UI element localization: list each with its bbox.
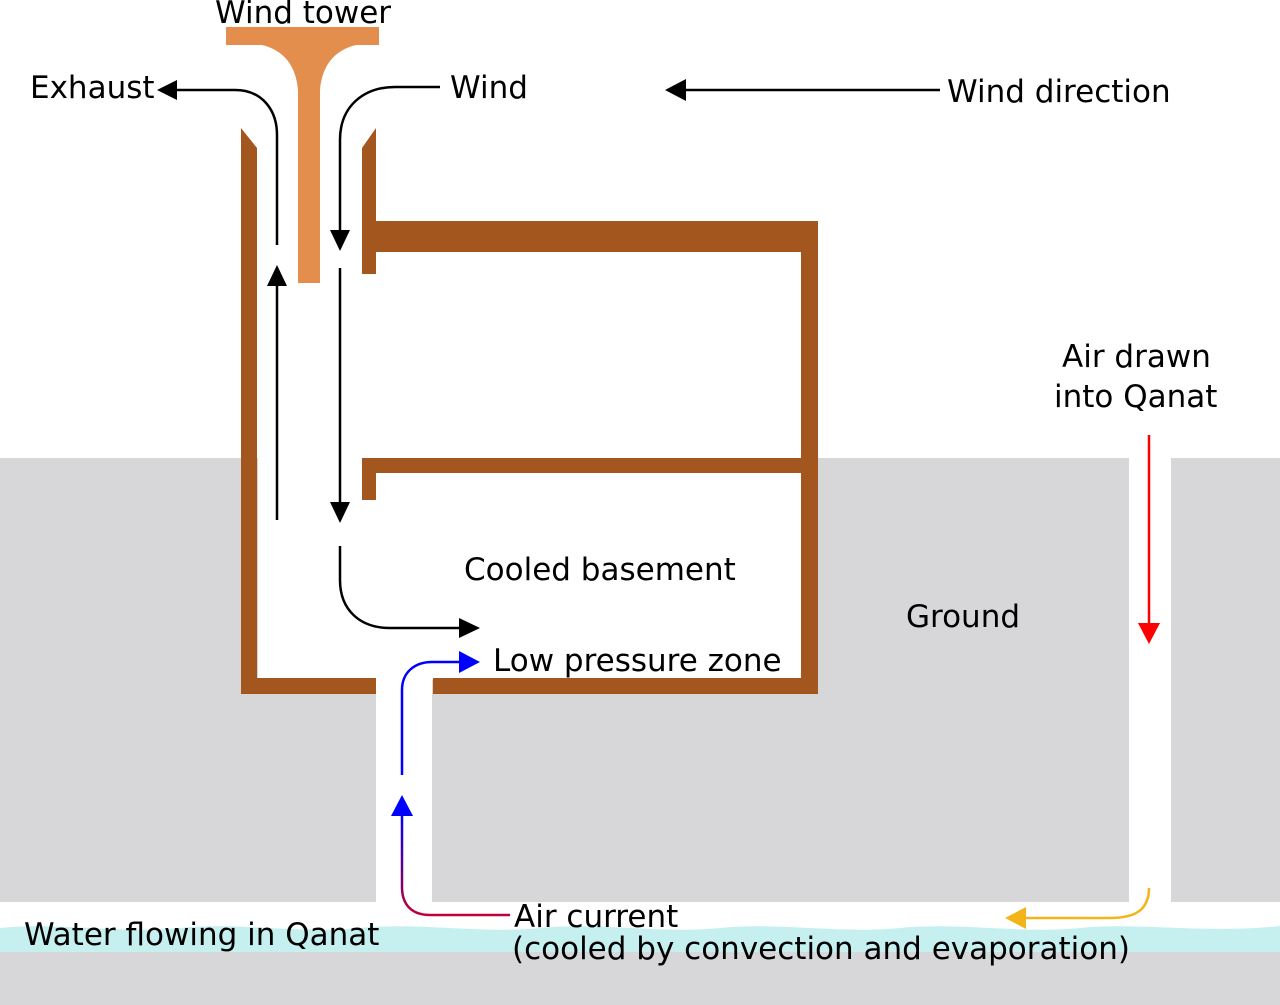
qanat-water xyxy=(0,926,1280,952)
wind-direction-label: Wind direction xyxy=(947,74,1171,110)
building-walls xyxy=(241,128,818,694)
wind-tower-label: Wind tower xyxy=(215,0,391,31)
wind-tower xyxy=(226,27,379,283)
blue-up-arrowhead xyxy=(391,795,413,816)
wind-down-arrowhead-2 xyxy=(330,502,350,523)
cool-air-current xyxy=(391,651,510,917)
exhaust-label: Exhaust xyxy=(30,70,155,106)
qanat-intake-airflow xyxy=(1005,435,1160,929)
exhaust-arrowhead xyxy=(157,80,177,100)
cooled-basement-label: Cooled basement xyxy=(464,552,736,588)
wind-label: Wind xyxy=(450,70,528,106)
yellow-left-arrowhead xyxy=(1005,907,1026,929)
up-arrowhead xyxy=(267,265,287,286)
arrowheads xyxy=(157,79,686,638)
air-current-label-line2: (cooled by convection and evaporation) xyxy=(512,931,1130,967)
basement-arrowhead xyxy=(459,618,480,638)
air-drawn-label-line2: into Qanat xyxy=(1054,379,1217,415)
labels: Wind tower Exhaust Wind Wind direction A… xyxy=(24,0,1217,967)
wind-direction-arrowhead xyxy=(665,79,686,101)
wind-down-arrowhead xyxy=(330,230,350,251)
low-pressure-zone-label: Low pressure zone xyxy=(493,643,782,679)
blue-right-arrowhead xyxy=(459,651,480,673)
airflow-arrows xyxy=(175,85,940,630)
air-current-label-line1: Air current xyxy=(514,899,678,935)
red-down-arrowhead xyxy=(1138,623,1160,644)
water-flowing-label: Water flowing in Qanat xyxy=(24,917,379,953)
air-drawn-label-line1: Air drawn xyxy=(1062,339,1211,375)
ground-label: Ground xyxy=(906,599,1020,635)
